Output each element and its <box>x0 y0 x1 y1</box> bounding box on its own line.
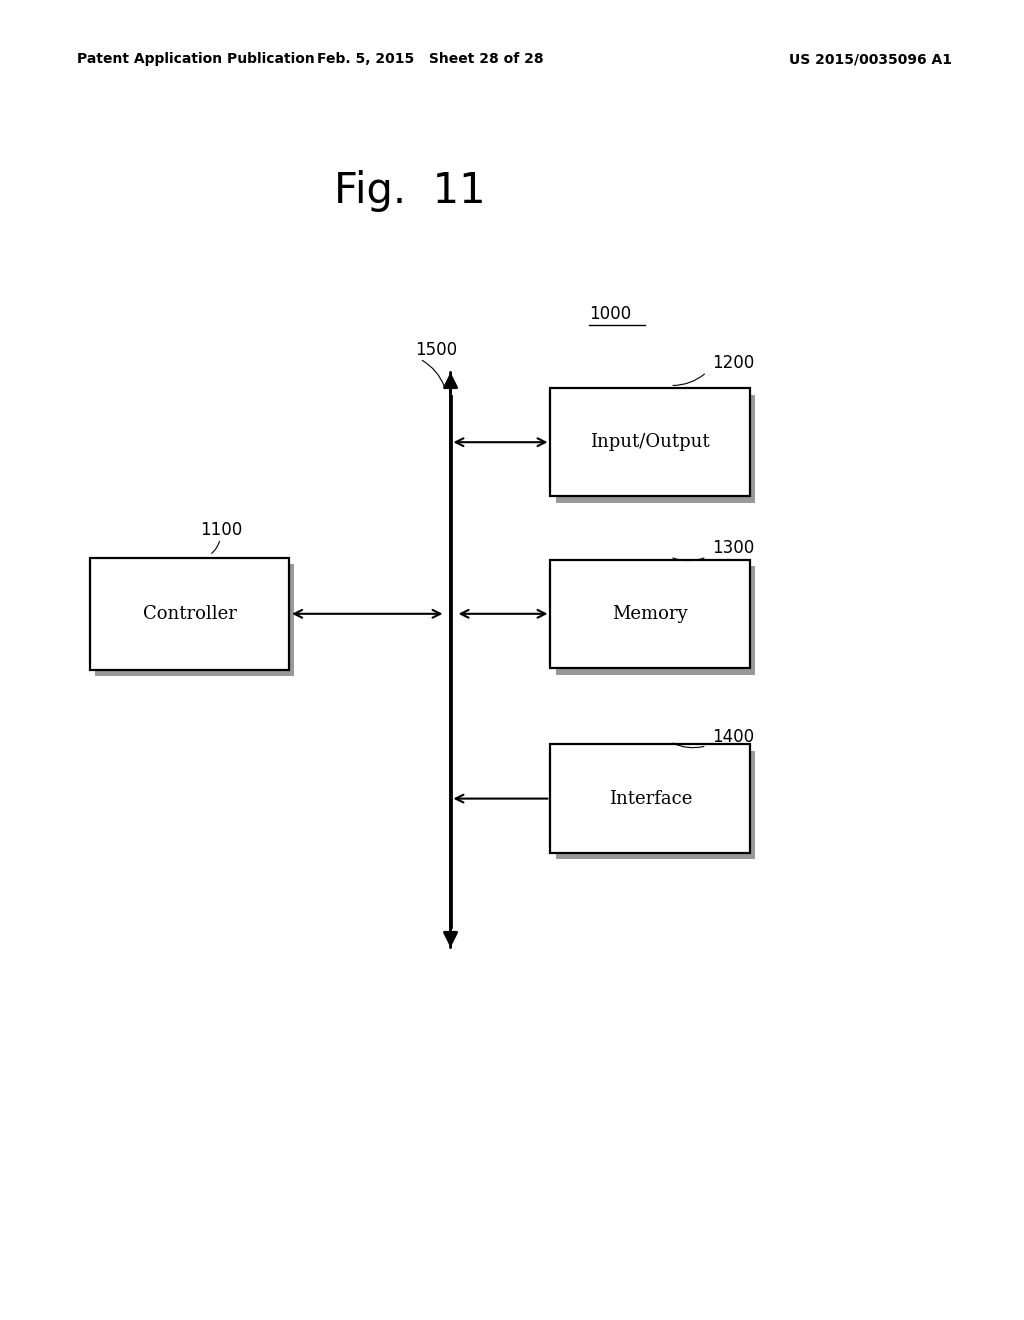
Bar <box>551 560 750 668</box>
Text: Fig.  11: Fig. 11 <box>334 170 485 213</box>
Bar <box>551 388 750 496</box>
Text: US 2015/0035096 A1: US 2015/0035096 A1 <box>790 53 952 66</box>
Text: Input/Output: Input/Output <box>591 433 710 451</box>
Text: 1300: 1300 <box>712 539 754 557</box>
Text: Feb. 5, 2015   Sheet 28 of 28: Feb. 5, 2015 Sheet 28 of 28 <box>316 53 544 66</box>
Bar <box>551 744 750 853</box>
Text: 1400: 1400 <box>712 727 754 746</box>
Text: Patent Application Publication: Patent Application Publication <box>77 53 314 66</box>
Text: 1100: 1100 <box>200 520 242 539</box>
Bar <box>555 395 756 503</box>
Text: Memory: Memory <box>612 605 688 623</box>
Bar <box>94 565 295 676</box>
Text: Controller: Controller <box>142 605 237 623</box>
Bar <box>90 557 289 671</box>
Text: 1000: 1000 <box>589 305 631 323</box>
Bar <box>555 751 756 859</box>
Text: 1200: 1200 <box>712 354 754 372</box>
Text: Interface: Interface <box>608 789 692 808</box>
Bar <box>555 566 756 675</box>
Text: 1500: 1500 <box>415 341 457 359</box>
